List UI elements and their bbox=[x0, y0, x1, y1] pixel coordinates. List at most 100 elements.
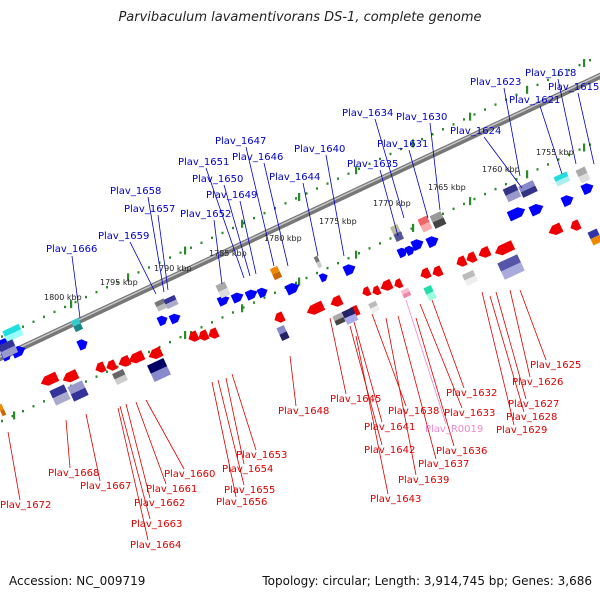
composition-block bbox=[112, 369, 128, 385]
reverse-gene bbox=[432, 265, 444, 277]
reverse-gene bbox=[306, 300, 326, 315]
leader-line bbox=[65, 419, 71, 469]
leader-line bbox=[379, 169, 399, 237]
forward-gene bbox=[216, 295, 230, 307]
scale-dot bbox=[547, 163, 549, 166]
composition-block bbox=[400, 287, 412, 299]
reverse-gene bbox=[188, 330, 200, 342]
gene-label-forward: Plav_1624 bbox=[450, 126, 501, 137]
scale-dot bbox=[305, 192, 308, 195]
scale-dot bbox=[442, 128, 444, 131]
scale-dot bbox=[431, 133, 434, 136]
scale-dot bbox=[337, 261, 339, 265]
scale-major-tick bbox=[412, 139, 415, 148]
backbone bbox=[0, 72, 600, 362]
scale-dot bbox=[368, 162, 371, 166]
reverse-gene bbox=[106, 359, 118, 371]
gene-label-reverse: Plav_1641 bbox=[364, 422, 415, 433]
gene-label-forward: Plav_1618 bbox=[525, 68, 576, 79]
forward-gene bbox=[256, 287, 268, 299]
scale-dot bbox=[263, 296, 266, 299]
gene-label-reverse: Plav_1633 bbox=[444, 408, 495, 419]
scale-dot bbox=[473, 197, 476, 201]
scale-dot bbox=[169, 256, 171, 259]
forward-gene bbox=[342, 264, 356, 277]
scale-dot bbox=[190, 246, 192, 249]
composition-block bbox=[389, 224, 405, 242]
leader-line bbox=[71, 255, 81, 319]
scale-dot bbox=[295, 197, 297, 200]
scale-dot bbox=[85, 380, 87, 383]
scale-major-tick bbox=[583, 59, 586, 68]
scale-dot bbox=[1, 335, 3, 338]
leader-line bbox=[429, 122, 441, 211]
leader-line bbox=[263, 162, 289, 267]
feature-tracks bbox=[0, 166, 600, 417]
gene-label-forward: Plav_1623 bbox=[470, 77, 521, 88]
scale-major-tick bbox=[469, 197, 472, 206]
scale-dot bbox=[43, 400, 45, 403]
scale-dot bbox=[22, 409, 24, 413]
scale-major-tick bbox=[583, 143, 586, 152]
scale-dot bbox=[494, 187, 497, 191]
leader-line bbox=[431, 299, 465, 389]
scale-major-tick bbox=[13, 411, 16, 420]
scale-dot bbox=[589, 59, 591, 62]
reverse-gene bbox=[466, 251, 478, 263]
composition-block bbox=[2, 323, 24, 343]
gene-label-forward: Plav_1666 bbox=[46, 244, 97, 255]
gene-label-forward: Plav_1631 bbox=[377, 139, 428, 150]
composition-block bbox=[0, 403, 7, 417]
gene-label-reverse: Plav_1628 bbox=[506, 412, 557, 423]
scale-dot bbox=[326, 182, 329, 185]
scale-major-tick bbox=[355, 166, 358, 175]
leader-line bbox=[329, 317, 347, 395]
leader-line bbox=[289, 355, 297, 407]
scale-dot bbox=[452, 207, 455, 211]
scale-label: 1755 kbp bbox=[536, 148, 574, 157]
scale-dot bbox=[242, 221, 245, 225]
scale-dot bbox=[568, 68, 570, 72]
scale-dot bbox=[578, 148, 581, 151]
scale-dot bbox=[179, 335, 182, 339]
scale-dot bbox=[389, 237, 392, 240]
composition-block bbox=[147, 358, 171, 382]
scale-major-tick bbox=[70, 300, 73, 309]
scale-dot bbox=[473, 113, 476, 116]
gene-label-reverse: Plav_1660 bbox=[164, 469, 215, 480]
scale-dot bbox=[148, 266, 150, 269]
composition-block bbox=[70, 317, 84, 333]
scale-dot bbox=[463, 118, 465, 121]
leader-line bbox=[408, 149, 429, 219]
gene-label-reverse: Plav_1632 bbox=[446, 388, 497, 399]
accession-text: Accession: NC_009719 bbox=[9, 574, 146, 588]
gene-label-reverse: Plav_1645 bbox=[330, 394, 381, 405]
composition-block bbox=[575, 166, 591, 184]
scale-major-tick bbox=[526, 170, 529, 179]
scale-dot bbox=[421, 137, 423, 141]
scale-dot bbox=[211, 321, 213, 324]
leader-line bbox=[125, 403, 151, 499]
leader-line bbox=[509, 289, 531, 378]
reverse-gene bbox=[198, 329, 210, 341]
gene-label-reverse: Plav_1654 bbox=[222, 464, 273, 475]
gene-label-reverse: Plav_1668 bbox=[48, 468, 99, 479]
reverse-gene bbox=[478, 245, 492, 258]
composition-block bbox=[417, 215, 433, 233]
reverse-gene bbox=[394, 278, 404, 289]
scale-label: 1760 kbp bbox=[482, 165, 520, 174]
forward-gene bbox=[425, 236, 439, 249]
scale-dot bbox=[32, 320, 35, 323]
composition-block bbox=[276, 324, 290, 342]
gene-label-rna: Plav_R0019 bbox=[425, 424, 483, 435]
scale-dot bbox=[578, 63, 581, 67]
leader-line bbox=[135, 401, 167, 485]
scale-label: 1800 kbp bbox=[44, 293, 82, 302]
forward-gene bbox=[156, 315, 168, 327]
leader-line bbox=[145, 399, 185, 470]
scale-labels: 1800 kbp 1795 kbp 1790 kbp 1785 kbp 1780 kbp… bbox=[44, 148, 574, 302]
scale-dot bbox=[557, 73, 560, 77]
forward-gene bbox=[244, 289, 258, 301]
leader-line bbox=[239, 200, 257, 275]
scale-dot bbox=[43, 315, 45, 319]
